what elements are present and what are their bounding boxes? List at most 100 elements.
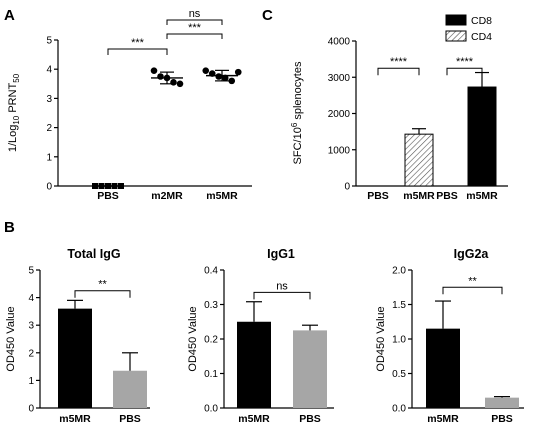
panel-b2-y-tick-label: 0.2	[204, 335, 218, 346]
panel-b1-x-tick-label: m5MR	[59, 413, 91, 425]
panel-b3-y-tick-label: 1.0	[392, 335, 406, 346]
panel-c-cd8-significance-label: ****	[456, 56, 474, 68]
panel-c-legend-swatch-cd4	[445, 30, 467, 42]
panel-c-y-axis-label-part: SFC/10	[292, 127, 304, 164]
panel-c-bar	[467, 86, 497, 187]
panel-c-legend-label-cd4: CD4	[471, 31, 492, 43]
panel-b1-y-tick-label: 1	[28, 376, 34, 387]
panel-b1-bar	[113, 370, 147, 408]
panel-b3-chart: 0.0 0.5 1.0 1.5 2.0 IgG2a OD450 Value m5MR PBS **	[375, 247, 524, 425]
panel-a-y-axis-label-part: 1/Log	[7, 125, 19, 153]
panel-a-data-point	[202, 67, 210, 74]
panel-b2-bar	[237, 321, 271, 408]
panel-a-m2mr-m5mr-ns-significance-label: ns	[189, 8, 201, 20]
panel-c-y-axis-label-part: splenocytes	[292, 61, 304, 123]
panel-label-c: C	[262, 7, 273, 24]
panel-b3-bar	[426, 328, 460, 408]
panel-label-a: A	[4, 7, 15, 24]
panel-b2-y-tick-label: 0.4	[204, 266, 218, 277]
panel-a-m2mr-m5mr-significance-label: ***	[188, 22, 202, 34]
panel-c-y-axis-label: SFC/106 splenocytes	[290, 61, 304, 164]
panel-b3-y-tick-label: 0.5	[392, 369, 406, 380]
panel-b3-title: IgG2a	[454, 247, 490, 261]
panel-a-pbs-m2mr-significance-label: ***	[131, 37, 145, 49]
panel-b1-y-tick-label: 4	[28, 293, 34, 304]
panel-a-y-tick-label: 3	[46, 94, 52, 105]
panel-a-y-axis-label-part: 10	[12, 115, 21, 124]
panel-c-cd4-bracket	[377, 67, 420, 76]
panel-c-legend-swatch-cd8	[445, 14, 467, 26]
panel-c-y-tick-label: 2000	[328, 109, 351, 120]
panel-b1-y-tick-label: 5	[28, 266, 34, 277]
panel-a-y-tick-label: 2	[46, 123, 52, 134]
panel-b2-y-tick-label: 0.1	[204, 369, 218, 380]
panel-b2-title: IgG1	[267, 247, 295, 261]
panel-b1-x-tick-label: PBS	[119, 413, 141, 425]
panel-b2-bar	[293, 330, 327, 408]
panel-a-data-point	[176, 80, 184, 88]
panel-a-m2mr-m5mr-ns-bracket	[166, 19, 223, 25]
panel-c-cd8-bracket	[446, 67, 483, 76]
panel-c-y-tick-label: 3000	[328, 73, 351, 84]
panel-a-y-tick-label: 1	[46, 152, 52, 163]
panel-b3-x-tick-label: PBS	[491, 413, 513, 425]
panel-b2-comparison-significance-label: ns	[276, 280, 288, 292]
panel-c-x-tick-label: PBS	[436, 190, 458, 202]
panel-a-y-tick-label: 4	[46, 65, 52, 76]
panel-b3-y-tick-label: 1.5	[392, 300, 406, 311]
panel-b1-y-axis-label: OD450 Value	[5, 306, 17, 371]
panel-b1-y-tick-label: 0	[28, 404, 34, 415]
panel-c-cd4-significance-label: ****	[390, 56, 408, 68]
panel-c-y-tick-label: 1000	[328, 145, 351, 156]
panel-b3-y-tick-label: 0.0	[392, 404, 406, 415]
panel-b2-comparison-bracket	[253, 291, 311, 300]
panel-b1-y-tick-label: 2	[28, 348, 34, 359]
panel-a-data-point	[234, 68, 242, 76]
panel-b1-chart: 0 1 2 3 4 5 Total IgG OD450 Value m5MR PBS **	[5, 247, 150, 425]
panel-a-data-point	[215, 73, 223, 80]
panel-c-y-axis-label-part: 6	[290, 122, 299, 127]
panel-a-y-axis-label: 1/Log10 PRNT50	[7, 73, 21, 152]
panel-a-y-axis-label-part: PRNT	[7, 82, 19, 115]
panel-a-y-tick-label: 5	[46, 36, 52, 47]
panel-b2-y-tick-label: 0.0	[204, 404, 218, 415]
panel-a-y-axis-label-part: 50	[12, 73, 21, 82]
panel-b3-y-tick-label: 2.0	[392, 266, 406, 277]
panel-c-legend-label-cd8: CD8	[471, 15, 492, 27]
panel-b2-x-tick-label: m5MR	[238, 413, 270, 425]
panel-a-m2mr-m5mr-bracket	[166, 33, 223, 39]
panel-b1-bar	[58, 308, 92, 408]
panel-b2-chart: 0.0 0.1 0.2 0.3 0.4 IgG1 OD450 Value m5MR PBS ns	[187, 247, 334, 425]
panel-c-y-tick-label: 4000	[328, 37, 351, 48]
panel-a-data-point	[170, 79, 177, 86]
panel-b1-comparison-bracket	[74, 290, 131, 298]
panel-b3-comparison-significance-label: **	[468, 275, 477, 287]
panel-b2-y-axis-label: OD450 Value	[187, 306, 199, 371]
panel-b1-y-tick-label: 3	[28, 321, 34, 332]
panel-c-y-tick-label: 0	[344, 182, 350, 193]
panel-a-x-tick-label: m5MR	[206, 190, 238, 202]
panel-b3-x-tick-label: m5MR	[427, 413, 459, 425]
panel-c-x-tick-label: m5MR	[403, 190, 435, 202]
panel-a-y-tick-label: 0	[46, 182, 52, 193]
panel-a-pbs-m2mr-bracket	[107, 48, 168, 55]
panel-b1-title: Total IgG	[67, 247, 120, 261]
panel-b3-comparison-bracket	[442, 286, 503, 295]
panel-a-data-point	[150, 67, 158, 74]
panel-b2-x-tick-label: PBS	[299, 413, 321, 425]
panel-c-bar	[404, 133, 434, 187]
panel-c-x-tick-label: m5MR	[466, 190, 498, 202]
panel-b1-comparison-significance-label: **	[98, 279, 107, 291]
panel-a-x-tick-label: PBS	[97, 190, 119, 202]
panel-a-x-tick-label: m2MR	[151, 190, 183, 202]
panel-a-data-point	[157, 73, 164, 80]
panel-b2-y-tick-label: 0.3	[204, 300, 218, 311]
panel-b3-y-axis-label: OD450 Value	[375, 306, 387, 371]
panel-b3-bar	[485, 397, 519, 408]
panel-c-x-tick-label: PBS	[367, 190, 389, 202]
panel-a-chart: 0 1 2 3 4 5 1/Log10 PRNT50 PBS m2MR m5MR *** *** ns	[7, 8, 252, 202]
panel-label-b: B	[4, 219, 15, 236]
panel-a-data-point	[228, 77, 236, 85]
